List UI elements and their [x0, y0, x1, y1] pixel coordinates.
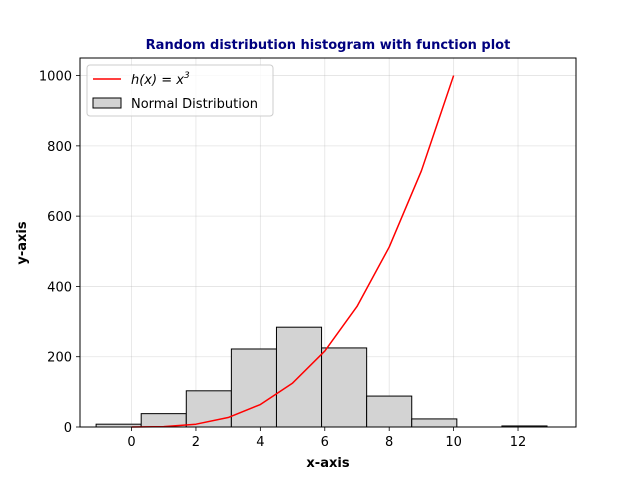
- histogram-bars: [95, 326, 548, 428]
- y-tick-label: 800: [47, 140, 72, 155]
- x-tick-label: 0: [127, 435, 135, 450]
- x-tick-label: 2: [192, 435, 200, 450]
- histogram-bar: [230, 348, 277, 428]
- plot-frame: [79, 57, 577, 428]
- function-line-layer: [131, 75, 455, 428]
- x-tick-label: 4: [256, 435, 264, 450]
- x-tick-label: 10: [445, 435, 462, 450]
- legend-hist-label: Normal Distribution: [131, 97, 258, 112]
- y-axis-label: y-axis: [15, 221, 30, 264]
- legend: h(x) = x3 Normal Distribution: [86, 64, 274, 117]
- x-tick-label: 8: [385, 435, 393, 450]
- y-tick-label: 200: [47, 351, 72, 366]
- legend-hist-swatch: [92, 97, 122, 109]
- y-tick-label: 400: [47, 280, 72, 295]
- histogram-bar: [411, 418, 458, 428]
- y-tick-label: 600: [47, 210, 72, 225]
- x-tick-label: 6: [321, 435, 329, 450]
- legend-line-label-base: h(x) = x: [131, 73, 184, 88]
- legend-line-label-exponent: 3: [184, 71, 190, 81]
- function-line: [131, 75, 455, 428]
- histogram-bar: [321, 347, 368, 428]
- y-tick-label: 1000: [39, 70, 72, 85]
- chart-title: Random distribution histogram with funct…: [146, 38, 511, 53]
- y-tick-label: 0: [64, 421, 72, 436]
- histogram-bar: [366, 395, 413, 428]
- legend-box: [86, 64, 274, 117]
- grid: [80, 58, 576, 428]
- y-ticks: 0 200 400 600 800 1000: [39, 70, 80, 436]
- legend-line-label: h(x) = x3: [131, 71, 190, 88]
- x-axis-label: x-axis: [306, 456, 349, 471]
- x-tick-label: 12: [510, 435, 527, 450]
- x-ticks: 0 2 4 6 8 10 12: [127, 427, 526, 450]
